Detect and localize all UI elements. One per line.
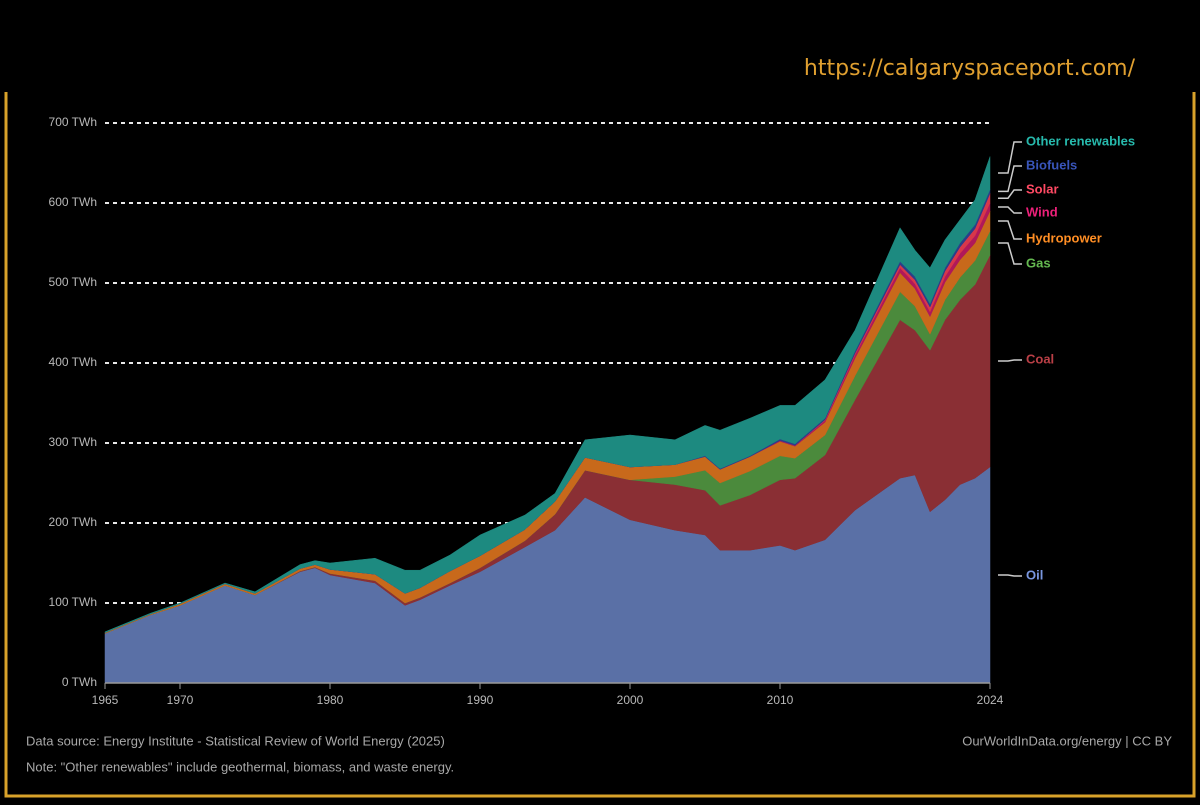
x-tick-label: 2010 — [767, 693, 794, 707]
label-connector — [998, 359, 1022, 362]
frame — [4, 92, 1196, 798]
label-connector — [998, 242, 1022, 265]
label-connector — [998, 165, 1022, 193]
y-tick-label: 400 TWh — [49, 355, 97, 369]
legend-label: Gas — [1026, 255, 1051, 270]
y-tick-label: 100 TWh — [49, 595, 97, 609]
y-tick-label: 200 TWh — [49, 515, 97, 529]
y-tick-label: 500 TWh — [49, 275, 97, 289]
y-tick-label: 600 TWh — [49, 195, 97, 209]
plot-area: 0 TWh 100 TWh 200 TWh 300 TWh 400 TWh 500 TWh… — [49, 115, 1136, 707]
y-tick-label: 300 TWh — [49, 435, 97, 449]
x-tick-label: 1970 — [167, 693, 194, 707]
credit: OurWorldInData.org/energy | CC BY — [962, 733, 1172, 748]
legend-label: Coal — [1026, 351, 1054, 366]
legend-label: Wind — [1026, 204, 1058, 219]
label-connector — [998, 206, 1022, 214]
label-connector — [998, 220, 1022, 240]
x-tick-label: 1965 — [92, 693, 119, 707]
label-connector — [998, 141, 1022, 174]
url: https://calgaryspaceport.com/ — [804, 56, 1136, 81]
y-tick-label: 700 TWh — [49, 115, 97, 129]
label-connector — [998, 574, 1022, 577]
x-tick-label: 2024 — [977, 693, 1004, 707]
y-tick-label: 0 TWh — [62, 675, 97, 689]
area — [104, 156, 991, 633]
legend-label: Oil — [1026, 567, 1043, 582]
source: Data source: Energy Institute - Statisti… — [26, 733, 445, 748]
legend-label: Solar — [1026, 181, 1059, 196]
note: Note: "Other renewables" include geother… — [26, 759, 454, 774]
legend-label: Biofuels — [1026, 157, 1077, 172]
x-tick-label: 1990 — [467, 693, 494, 707]
label-connector — [998, 189, 1022, 199]
x-tick-label: 1980 — [317, 693, 344, 707]
legend-label: Hydropower — [1026, 230, 1102, 245]
legend-label: Other renewables — [1026, 133, 1135, 148]
x-tick-label: 2000 — [617, 693, 644, 707]
